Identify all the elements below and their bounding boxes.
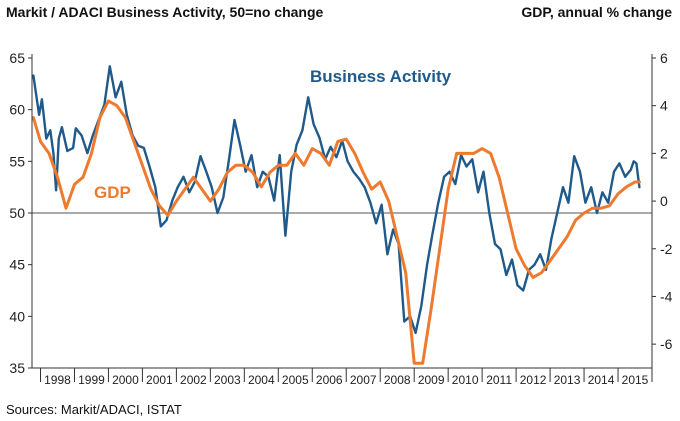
- year-label: 2001: [146, 373, 173, 387]
- axis-layer: 35 40 45 50 55 60 65 -6 -4 -2 0 2 4 6 1998 1999 2000 2001…: [9, 50, 672, 387]
- right-tick-label: -4: [660, 288, 673, 304]
- right-tick-label: -6: [660, 336, 673, 352]
- left-tick-label: 40: [9, 308, 25, 324]
- source-note: Sources: Markit/ADACI, ISTAT: [6, 402, 182, 417]
- year-label: 2003: [214, 373, 241, 387]
- left-tick-label: 45: [9, 257, 25, 273]
- left-tick-label: 65: [9, 50, 25, 66]
- left-tick-label: 35: [9, 360, 25, 376]
- left-tick-label: 50: [9, 205, 25, 221]
- year-label: 2008: [384, 373, 411, 387]
- right-axis-title: GDP, annual % change: [521, 4, 672, 20]
- year-label: 2004: [248, 373, 275, 387]
- series-label-business-activity: Business Activity: [310, 67, 452, 86]
- year-label: 2015: [622, 373, 649, 387]
- year-label: 1998: [44, 373, 71, 387]
- series-layer: [31, 65, 641, 365]
- year-label: 2014: [588, 373, 615, 387]
- right-tick-label: 6: [660, 50, 668, 66]
- year-label: 2011: [486, 373, 512, 387]
- year-label: 2000: [112, 373, 139, 387]
- year-label: 2009: [418, 373, 445, 387]
- series-line-gdp: [31, 99, 641, 365]
- right-tick-label: 2: [660, 145, 668, 161]
- right-tick-label: 0: [660, 193, 668, 209]
- year-label: 2013: [554, 373, 581, 387]
- right-tick-label: 4: [660, 98, 668, 114]
- right-tick-label: -2: [660, 241, 673, 257]
- series-line-business-activity: [32, 65, 641, 335]
- year-label: 2007: [350, 373, 377, 387]
- year-label: 2010: [452, 373, 479, 387]
- year-label: 2005: [282, 373, 309, 387]
- year-label: 2012: [520, 373, 547, 387]
- left-tick-label: 55: [9, 153, 25, 169]
- series-label-gdp: GDP: [94, 183, 131, 202]
- left-tick-label: 60: [9, 102, 25, 118]
- year-label: 1999: [78, 373, 105, 387]
- year-label: 2006: [316, 373, 343, 387]
- left-axis-title: Markit / ADACI Business Activity, 50=no …: [6, 4, 324, 20]
- year-label: 2002: [180, 373, 207, 387]
